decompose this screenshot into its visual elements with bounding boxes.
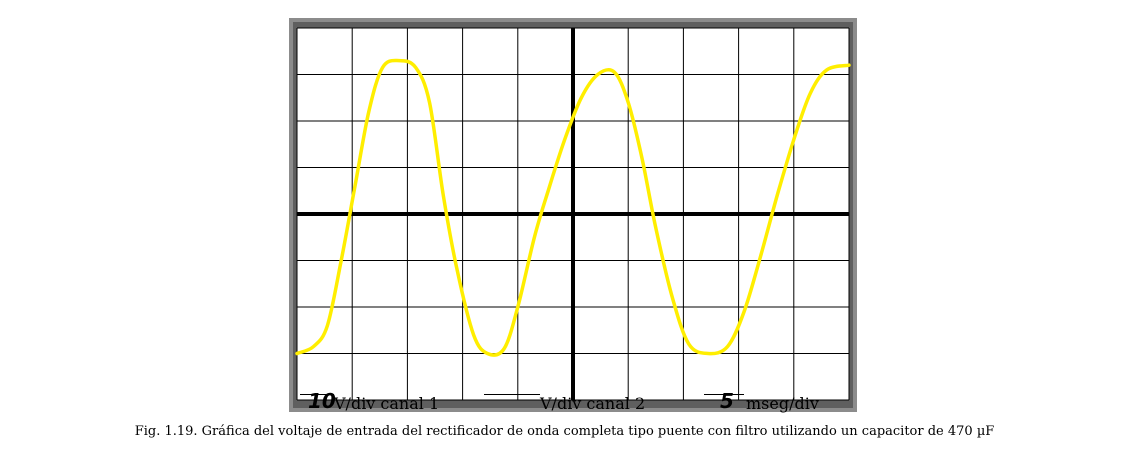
ch2-value-underline — [484, 394, 540, 395]
waveform-trace — [295, 58, 851, 357]
ch2-volts-per-div-unit: V/div canal 2 — [540, 394, 646, 413]
ch1-volts-per-div-unit: V/div canal 1 — [334, 394, 440, 413]
time-per-div-value: 5 — [720, 389, 734, 413]
ch1-value-underline — [300, 394, 334, 395]
ch1-volts-per-div-value: 10 — [308, 389, 336, 413]
scale-settings-row: 10 V/div canal 1 V/div canal 2 5 mseg/di… — [290, 389, 890, 418]
time-value-underline — [704, 394, 744, 395]
graticule-grid — [296, 27, 850, 401]
time-per-div-unit: mseg/div — [746, 394, 819, 413]
figure-caption: Fig. 1.19. Gráfica del voltaje de entrad… — [134, 424, 995, 439]
oscilloscope-screen — [289, 18, 857, 412]
